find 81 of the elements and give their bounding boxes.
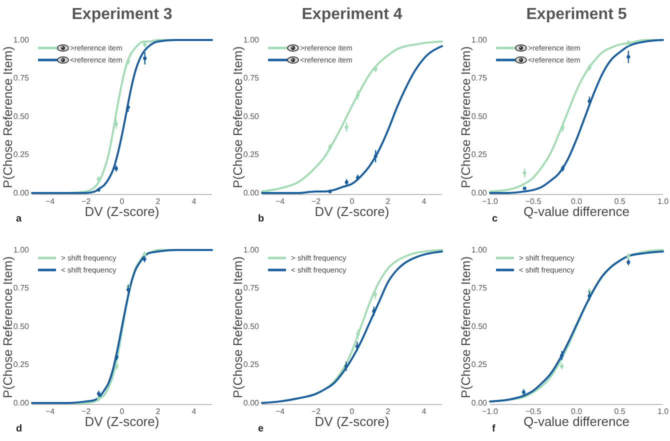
text: e [258, 424, 264, 434]
y-tick-label: 0.25 [471, 360, 488, 370]
y-tick-label: 0.75 [13, 284, 30, 293]
x-axis-title: DV (Z-score) [314, 204, 390, 219]
y-tick-label: 0.25 [243, 150, 260, 160]
y-tick-label: 0.50 [243, 112, 260, 121]
y-tick-label: 0.00 [471, 188, 488, 198]
text: a [16, 214, 22, 224]
x-tick-label: 1.0 [657, 197, 670, 206]
x-tick-label: 0.5 [614, 407, 626, 416]
y-tick-label: 0.50 [471, 112, 488, 121]
x-tick-label: −2 [311, 197, 322, 206]
y-tick-label: 1.00 [471, 246, 488, 254]
x-tick-label: 1.0 [657, 407, 670, 416]
y-tick-label: 1.00 [243, 246, 260, 254]
y-tick-label: 0.75 [243, 74, 260, 83]
y-axis-title: P(Chose Reference Item) [1, 46, 15, 188]
y-axis-title: P(Chose Reference Item) [1, 256, 15, 398]
y-tick-label: 0.25 [243, 360, 260, 370]
x-tick-label: −2 [81, 407, 92, 416]
y-tick-label: 0.00 [243, 398, 260, 408]
y-tick-label: 0.75 [471, 284, 488, 293]
x-tick-label: −1.0 [482, 197, 498, 206]
x-tick-label: 0.0 [570, 197, 583, 206]
text: c [492, 214, 498, 224]
y-tick-label: 0.75 [243, 284, 260, 293]
text: b [258, 214, 264, 224]
x-tick-label: 4 [422, 407, 427, 416]
y-axis-title: P(Chose Reference Item) [231, 46, 245, 188]
x-tick-label: 2 [386, 197, 391, 206]
x-tick-label: 0.0 [570, 407, 583, 416]
x-tick-label: 2 [156, 197, 161, 206]
x-tick-label: −0.5 [525, 197, 542, 206]
x-tick-label: 2 [156, 407, 161, 416]
x-tick-label: −2 [81, 197, 92, 206]
x-tick-label: 0 [350, 407, 355, 416]
y-tick-label: 1.00 [13, 246, 30, 254]
x-tick-label: 4 [422, 197, 427, 206]
y-tick-label: 1.00 [13, 36, 30, 44]
y-tick-label: 0.50 [243, 322, 260, 331]
y-axis-title: P(Chose Reference Item) [459, 256, 473, 398]
y-tick-label: 0.25 [13, 150, 30, 160]
y-tick-label: 0.50 [13, 112, 30, 121]
x-tick-label: 0 [120, 407, 125, 416]
x-tick-label: 0.5 [614, 197, 626, 206]
x-tick-label: −4 [275, 407, 286, 416]
x-axis-title: DV (Z-score) [314, 414, 390, 429]
x-tick-label: 2 [386, 407, 391, 416]
x-tick-label: −4 [45, 197, 56, 206]
y-tick-label: 0.00 [13, 398, 30, 408]
y-tick-label: 0.25 [471, 150, 488, 160]
y-tick-label: 0.00 [471, 398, 488, 408]
x-tick-label: −4 [275, 197, 286, 206]
x-tick-label: −4 [45, 407, 56, 416]
y-tick-label: 0.75 [13, 74, 30, 83]
x-axis-title: DV (Z-score) [84, 414, 160, 429]
x-tick-label: −2 [311, 407, 322, 416]
y-axis-title: P(Chose Reference Item) [459, 46, 473, 188]
y-tick-label: 0.00 [243, 188, 260, 198]
x-tick-label: 4 [192, 407, 197, 416]
y-tick-label: 0.25 [13, 360, 30, 370]
y-axis-title: P(Chose Reference Item) [231, 256, 245, 398]
x-tick-label: 0 [120, 197, 125, 206]
x-tick-label: −1.0 [482, 407, 498, 416]
y-tick-label: 0.00 [13, 188, 30, 198]
y-tick-label: 0.50 [471, 322, 488, 331]
y-tick-label: 0.75 [471, 74, 488, 83]
x-tick-label: 0 [350, 197, 355, 206]
x-axis-title: Q-value difference [524, 414, 630, 429]
y-tick-label: 1.00 [243, 36, 260, 44]
chart-title: Experiment 5 [526, 6, 627, 23]
chart-title: Experiment 4 [302, 6, 402, 23]
x-axis-title: Q-value difference [524, 204, 630, 219]
x-axis-title: DV (Z-score) [84, 204, 160, 219]
text: d [16, 424, 22, 434]
chart-title: Experiment 3 [72, 6, 172, 23]
x-tick-label: −0.5 [525, 407, 542, 416]
y-tick-label: 1.00 [471, 36, 488, 44]
text: f [492, 424, 496, 434]
y-tick-label: 0.50 [13, 322, 30, 331]
x-tick-label: 4 [192, 197, 197, 206]
